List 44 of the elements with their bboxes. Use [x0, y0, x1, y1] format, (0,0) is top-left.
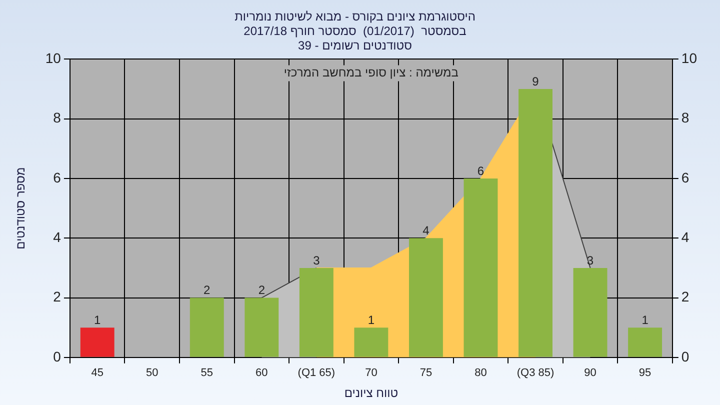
data-label: 6 [477, 164, 484, 178]
chart-title: היסטוגרמת ציונים בקורס - מבוא לשיטות נומריות בסמסטר (01/2017) סמסטר חורף 2017/18 סטודנטים רשומים - 39 [234, 10, 476, 52]
x-axis-title: טווח ציונים [344, 386, 398, 400]
bar [573, 268, 608, 357]
y-tick-label: 4 [53, 228, 62, 245]
data-label: 1 [368, 312, 375, 327]
x-tick-label: (Q3 85) [516, 367, 554, 380]
y-tick-label: 2 [53, 288, 62, 305]
x-tick-label: 90 [584, 367, 596, 380]
y2-tick-label: 10 [681, 50, 698, 66]
x-tick-label: 60 [256, 367, 268, 380]
y-tick-label: 0 [53, 348, 62, 364]
bar [354, 328, 388, 357]
data-label: 9 [532, 74, 540, 88]
bar [408, 238, 443, 357]
x-tick-label: 55 [200, 367, 214, 380]
data-label: 2 [204, 283, 211, 298]
x-tick-label: 45 [91, 367, 104, 380]
y2-tick-label: 2 [681, 288, 690, 305]
data-label: 1 [94, 312, 102, 327]
data-label: 3 [586, 253, 594, 268]
x-tick-label: (Q1 65) [298, 367, 336, 380]
y-tick-label: 8 [53, 110, 62, 126]
x-tick-label: 75 [420, 367, 432, 380]
bar [190, 298, 224, 357]
bar [628, 328, 662, 357]
annotation: במשימה : ציון סופי במחשב המרכזי [284, 66, 458, 80]
y2-tick-label: 6 [681, 169, 690, 186]
y2-tick-label: 4 [681, 228, 690, 245]
y-axis-title: מספר סטודנטים [14, 167, 28, 250]
bar [80, 328, 114, 357]
y-tick-label: 6 [53, 169, 62, 186]
data-label: 2 [258, 283, 266, 298]
y-tick-label: 10 [45, 50, 62, 66]
x-tick-label: 80 [474, 367, 487, 380]
x-tick-label: 70 [365, 367, 378, 380]
y2-tick-label: 0 [681, 348, 690, 364]
data-label: 4 [422, 223, 430, 238]
data-label: 1 [642, 312, 649, 327]
y2-tick-label: 8 [681, 110, 690, 126]
x-tick-label: 95 [638, 367, 652, 380]
x-tick-label: 50 [146, 367, 158, 380]
bar [464, 178, 498, 357]
data-label: 3 [313, 253, 320, 268]
